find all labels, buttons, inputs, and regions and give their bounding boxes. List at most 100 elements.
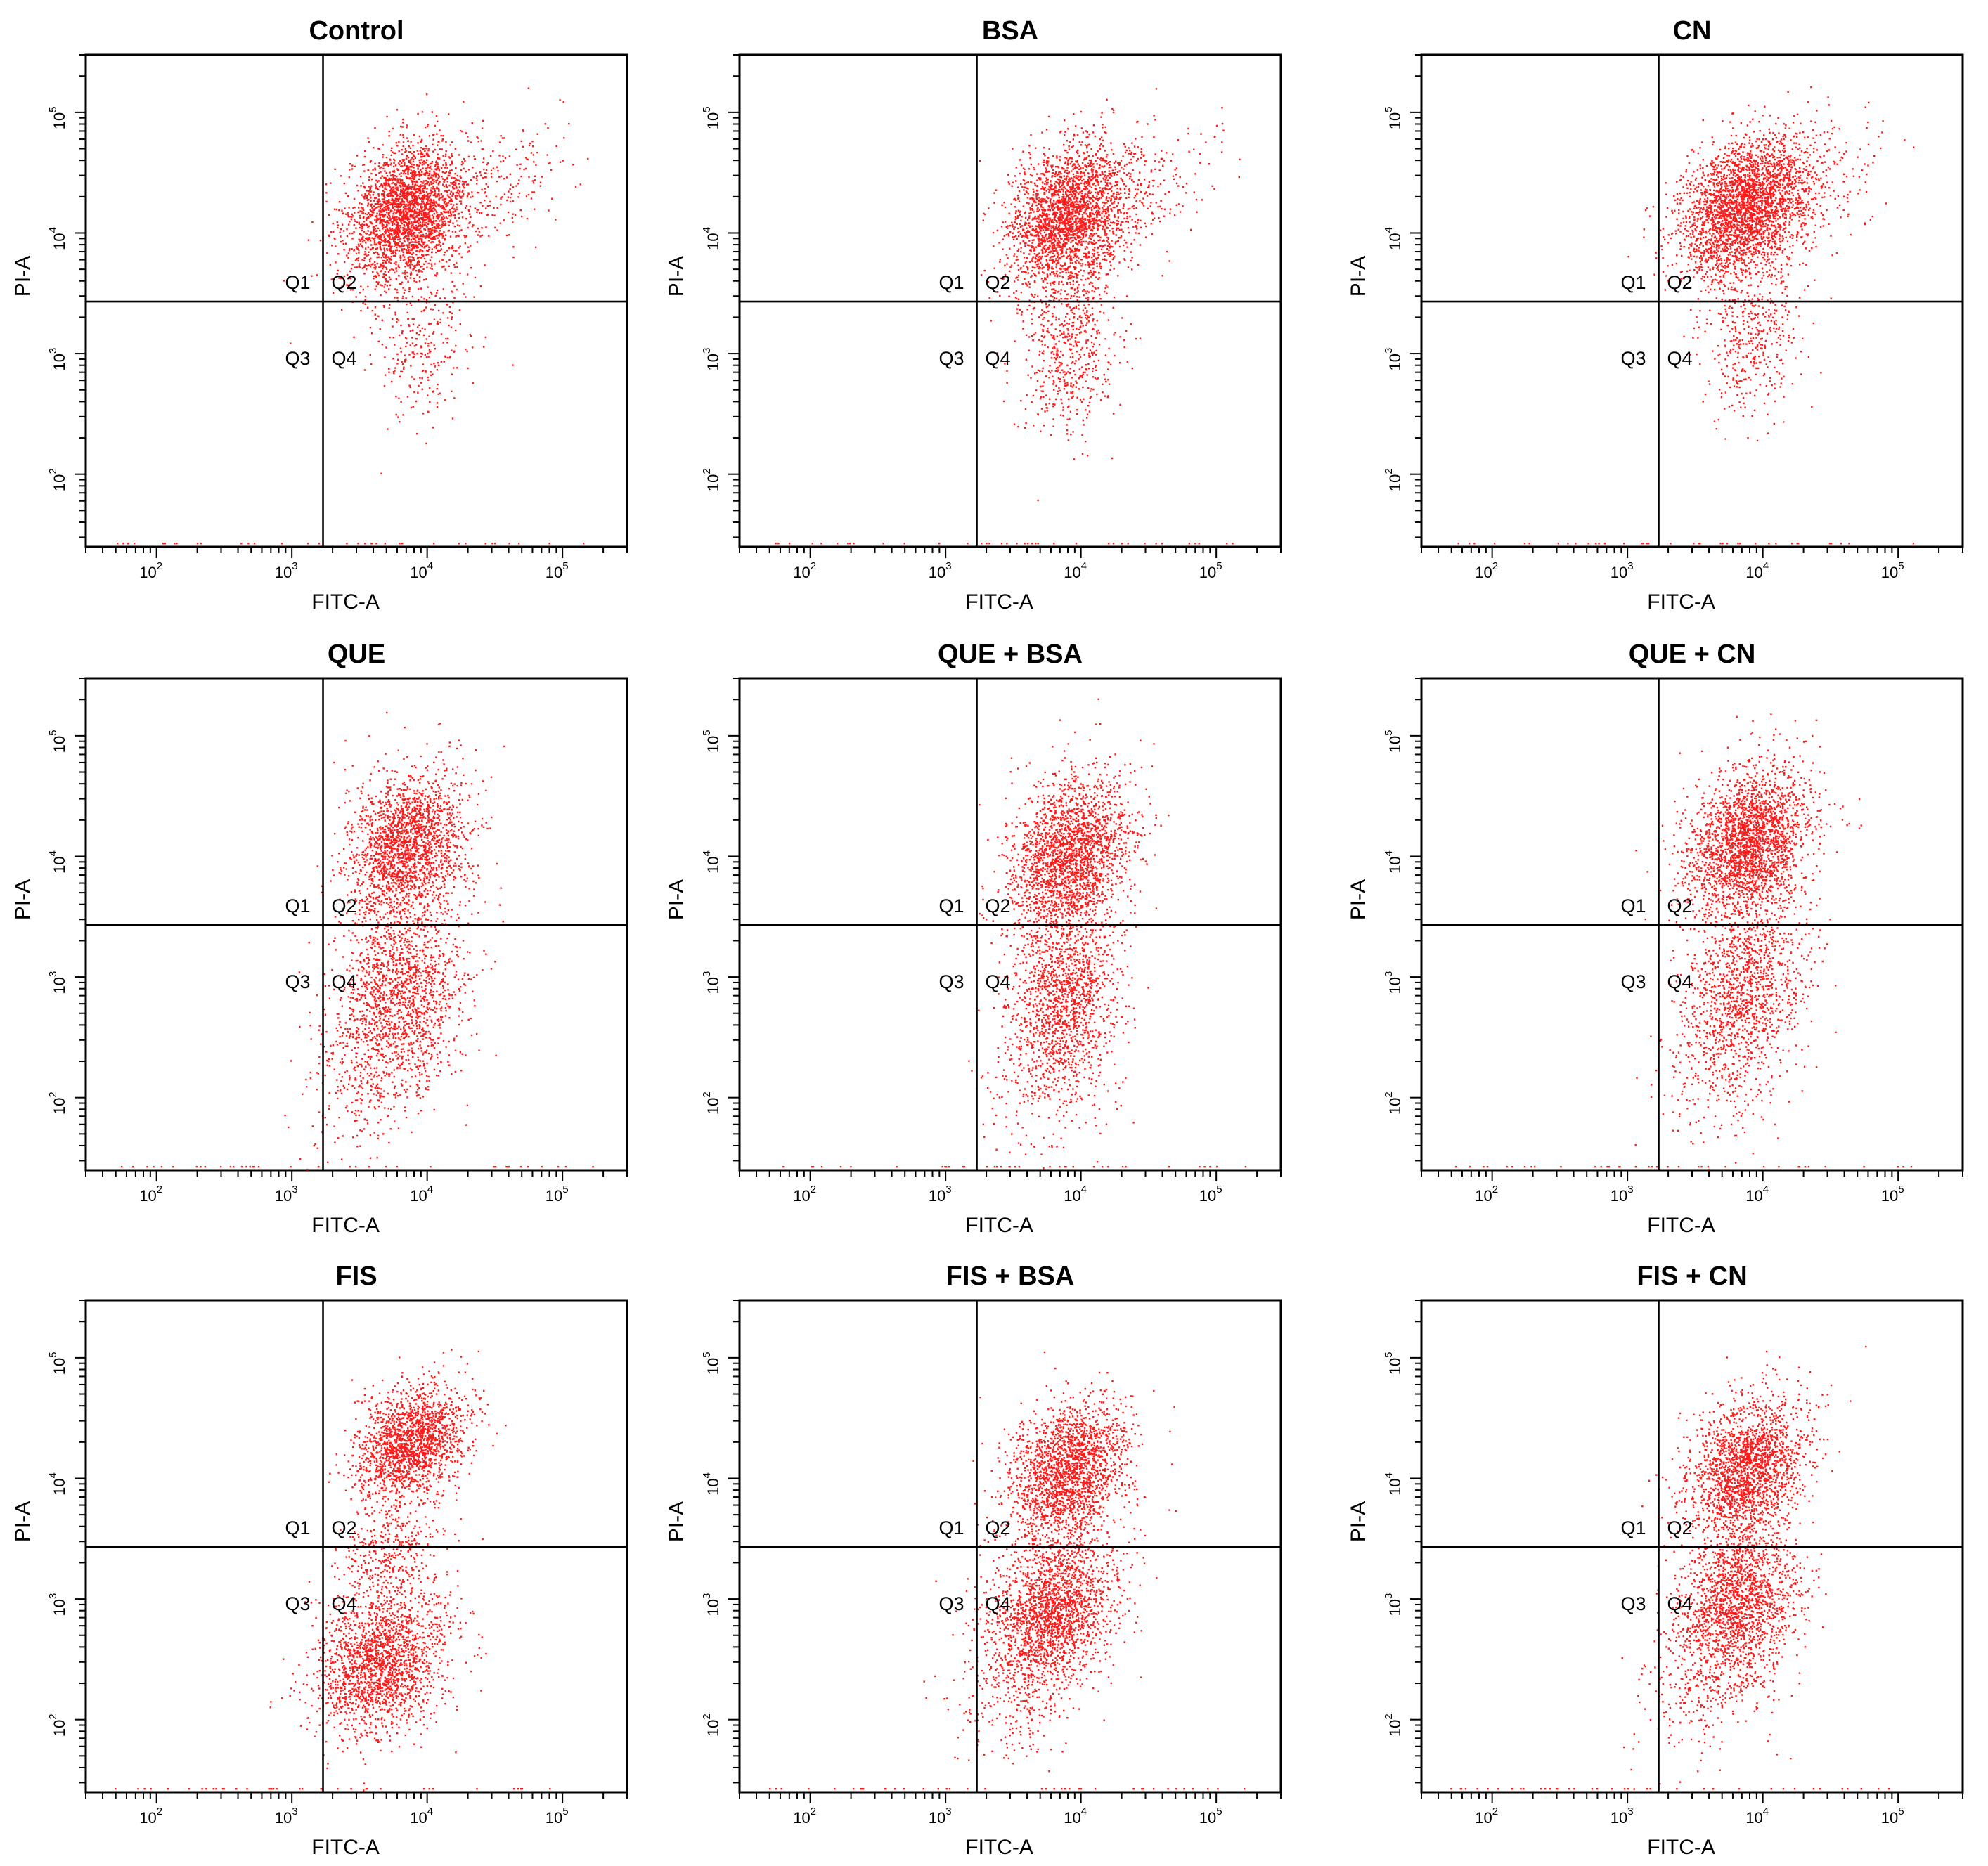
event-point [453,250,454,251]
event-point [377,206,379,207]
event-point [325,183,327,185]
event-point [463,193,464,195]
event-point [451,291,453,292]
event-point [376,216,377,217]
event-point [453,397,455,399]
event-point [551,198,553,200]
event-point [418,299,419,301]
event-point [346,254,347,256]
event-point [385,374,386,375]
event-point [378,165,380,167]
event-point [431,252,432,253]
event-point [472,346,473,348]
event-point [447,205,448,206]
event-point [430,309,432,310]
event-point [386,222,387,223]
event-point [423,163,425,164]
event-point [503,219,505,221]
event-point [394,252,396,253]
event-point [344,207,345,209]
event-point [398,245,399,246]
event-point [416,433,418,434]
event-point [427,394,428,396]
event-point [386,157,387,158]
event-point [482,205,483,207]
event-point [462,195,463,197]
event-point [386,226,387,227]
event-point [417,150,418,151]
event-point [343,249,344,250]
event-point [434,165,436,167]
event-point [459,273,460,274]
event-point [396,142,397,143]
event-point [465,182,466,183]
event-point [425,148,427,149]
event-point [463,235,465,236]
event-point [444,201,446,202]
event-point [451,327,452,328]
event-point [467,195,468,196]
event-point [479,171,481,173]
event-point [340,235,341,237]
event-point [401,248,403,250]
event-point [441,167,442,169]
event-point [342,212,344,214]
event-point [555,219,556,220]
event-point [387,285,388,286]
event-point [408,184,409,186]
event-point [406,204,407,205]
event-point [334,238,335,239]
event-point [420,356,422,357]
event-point [430,176,432,178]
event-point [396,236,398,238]
event-point [515,185,517,186]
event-point [385,284,386,285]
event-point [476,180,477,181]
event-point [370,173,372,174]
event-point [369,261,370,262]
event-point [339,201,340,202]
event-point [489,201,491,202]
event-point [333,223,334,224]
event-point [386,183,387,185]
event-point [379,242,380,243]
event-point [434,188,435,189]
event-point [378,235,380,237]
event-point [416,164,418,166]
event-point [387,229,389,231]
event-point [431,187,432,188]
event-point [441,226,442,227]
event-point [432,144,433,145]
event-point [404,224,405,226]
event-point [360,185,361,186]
event-point [407,233,408,234]
event-point [370,188,371,190]
event-point [349,248,350,250]
event-point [410,205,411,207]
event-point [461,161,463,162]
event-point [399,376,401,377]
event-point [447,317,448,318]
event-point [375,318,377,320]
event-point [363,289,364,290]
event-point [413,406,414,407]
event-point [396,109,398,110]
event-point [450,215,451,216]
event-point [347,235,348,237]
event-point [533,182,534,183]
event-point [430,342,432,343]
event-point [343,243,344,245]
event-point [331,245,333,246]
event-point [519,193,520,194]
event-point [381,257,382,258]
event-point [396,354,398,355]
event-point [404,292,405,293]
event-point [439,181,440,183]
event-point [413,278,415,279]
event-point [429,171,430,172]
event-point [474,158,475,160]
event-point [432,309,434,310]
event-point [416,203,418,205]
event-point [512,364,513,365]
event-point [316,274,318,276]
